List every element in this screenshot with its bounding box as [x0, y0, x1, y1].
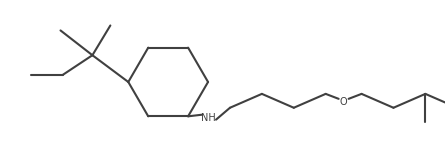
Text: NH: NH: [201, 113, 215, 123]
Text: O: O: [340, 97, 347, 107]
